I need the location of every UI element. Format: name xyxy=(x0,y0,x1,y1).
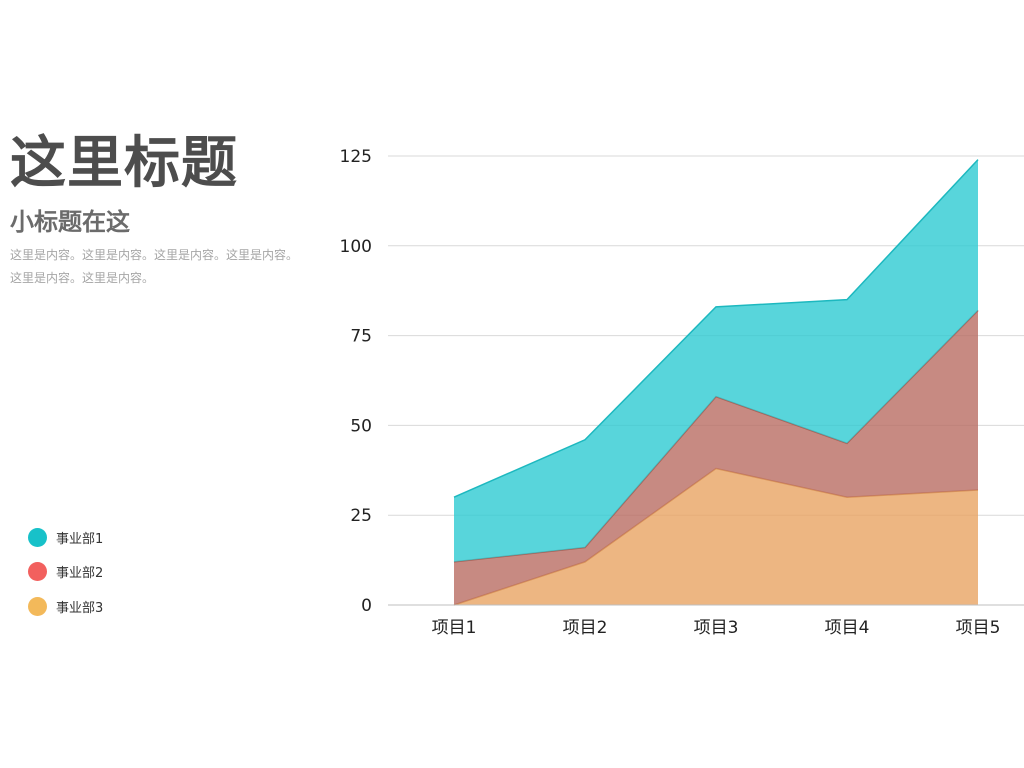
y-tick-label: 125 xyxy=(340,147,372,167)
y-tick-label: 25 xyxy=(350,506,372,526)
x-tick-label: 项目1 xyxy=(432,618,477,638)
x-tick-label: 项目5 xyxy=(956,618,1001,638)
legend-label: 事业部3 xyxy=(56,600,104,616)
y-tick-label: 50 xyxy=(350,416,372,436)
legend-label: 事业部2 xyxy=(56,566,104,582)
area-series-line-3 xyxy=(453,159,979,498)
chart-legend: 事业部1 事业部2 事业部3 xyxy=(28,520,103,624)
y-tick-label: 0 xyxy=(361,596,372,616)
y-tick-label: 100 xyxy=(340,237,372,257)
area-series-2 xyxy=(454,310,978,605)
x-tick-label: 项目2 xyxy=(563,618,608,638)
page-title: 这里标题 xyxy=(10,131,238,196)
legend-item: 事业部2 xyxy=(28,555,103,590)
area-series-1 xyxy=(454,468,978,605)
body-text: 这里是内容。这里是内容。这里是内容。这里是内容。这里是内容。这里是内容。 xyxy=(10,248,299,285)
y-tick-label: 75 xyxy=(350,327,372,347)
page-subtitle: 小标题在这 xyxy=(10,208,130,236)
legend-dot-series-1 xyxy=(28,527,47,547)
legend-dot-series-3 xyxy=(28,596,47,616)
legend-item: 事业部3 xyxy=(28,589,103,624)
legend-dot-series-2 xyxy=(28,562,47,582)
area-series-3 xyxy=(454,159,978,562)
legend-item: 事业部1 xyxy=(28,520,103,555)
legend-label: 事业部1 xyxy=(56,531,104,547)
x-tick-label: 项目3 xyxy=(694,618,739,638)
x-tick-label: 项目4 xyxy=(825,618,870,638)
